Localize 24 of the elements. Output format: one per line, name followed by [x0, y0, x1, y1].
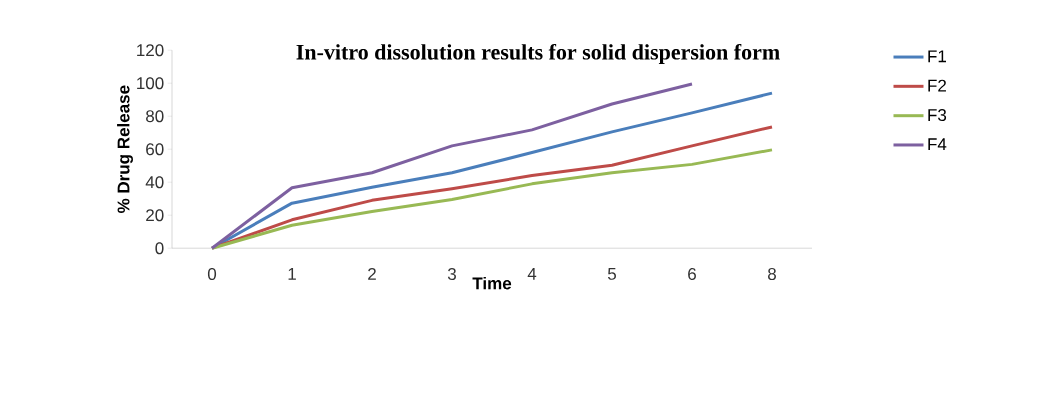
x-tick-label: 2 [368, 268, 376, 280]
line-series [210, 148, 774, 250]
x-tick-label: 0 [207, 268, 217, 281]
y-tick-label: 120 [137, 44, 164, 57]
x-tick-label: 4 [527, 268, 537, 280]
chart-title: In-vitro dissolution results for solid dispersion form [296, 43, 780, 65]
legend-label: F3 [928, 109, 947, 122]
x-tick-label: 1 [288, 268, 296, 280]
y-tick-label: 20 [146, 209, 164, 222]
x-tick-label: 6 [688, 268, 696, 281]
y-tick-label: 80 [146, 110, 164, 123]
x-tick-label: 3 [447, 268, 456, 281]
y-tick-label: 0 [155, 242, 164, 255]
x-axis-title: Time [472, 276, 512, 290]
line-series [210, 82, 694, 250]
y-tick-label: 100 [137, 77, 164, 90]
y-tick-label: 40 [145, 176, 164, 189]
x-tick-label: 5 [607, 268, 617, 280]
y-tick-label: 60 [146, 143, 164, 156]
y-axis-title: % Drug Release [117, 85, 133, 214]
legend-label: F1 [928, 50, 946, 63]
legend-label: F2 [928, 79, 946, 92]
legend-label: F4 [928, 138, 947, 151]
x-tick-label: 8 [768, 268, 776, 281]
